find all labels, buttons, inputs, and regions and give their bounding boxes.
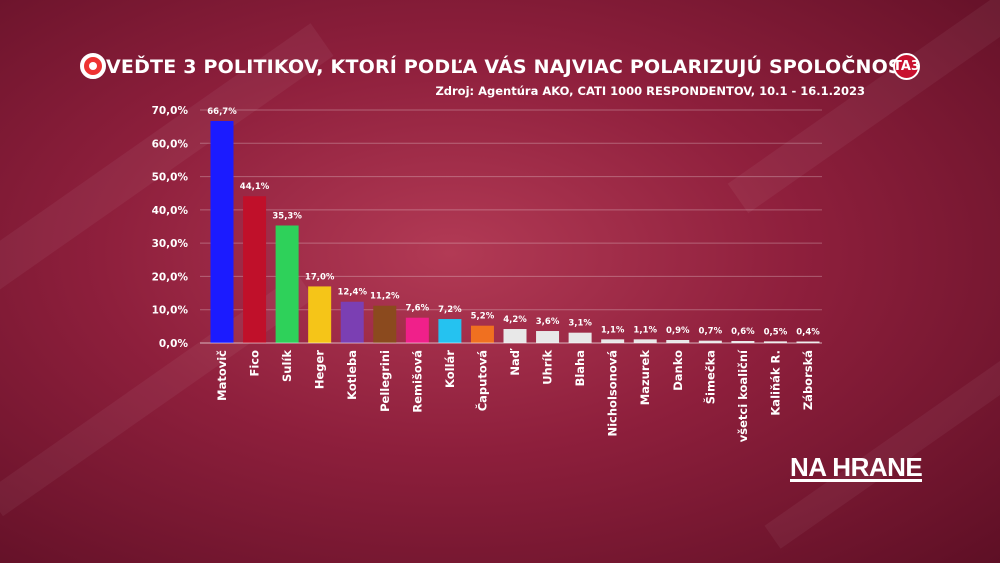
bar-13: [633, 339, 657, 343]
data-label: 4,2%: [503, 315, 527, 325]
x-tick-label: Naď: [508, 347, 522, 375]
data-label: 1,1%: [633, 325, 657, 335]
x-tick-label: Nicholsonová: [606, 350, 620, 437]
bar-14: [666, 340, 690, 343]
bar-7: [438, 319, 462, 343]
bar-15: [698, 340, 722, 343]
bar-0: [210, 120, 234, 343]
x-tick-label: Blaha: [573, 350, 587, 386]
bar-10: [536, 331, 560, 343]
y-tick-label: 20,0%: [152, 271, 189, 283]
x-tick-label: Fico: [248, 350, 262, 377]
channel-swirl-logo-icon: [80, 53, 106, 79]
x-tick-label: Šimečka: [702, 350, 717, 404]
bar-6: [405, 317, 429, 343]
bar-2: [275, 225, 299, 343]
x-tick-label: Kaliňák R.: [768, 350, 782, 416]
x-tick-label: Sulík: [280, 350, 294, 382]
data-label: 17,0%: [305, 272, 335, 282]
x-tick-label: Záborská: [801, 350, 815, 410]
data-label: 66,7%: [207, 107, 237, 117]
na-hrane-logo: NA HRANE: [790, 452, 923, 482]
x-tick-label: Čaputová: [474, 350, 489, 411]
data-label: 35,3%: [272, 212, 302, 222]
x-tick-label: Remišová: [410, 350, 424, 413]
y-tick-label: 60,0%: [152, 138, 189, 150]
y-tick-label: 30,0%: [152, 238, 189, 250]
data-label: 0,9%: [666, 326, 690, 336]
bar-11: [568, 332, 592, 343]
data-label: 3,6%: [536, 317, 560, 327]
bar-16: [731, 341, 755, 343]
data-label: 1,1%: [601, 325, 625, 335]
data-label: 7,6%: [406, 304, 430, 314]
x-tick-label: Kollár: [443, 350, 457, 388]
y-tick-label: 40,0%: [152, 205, 189, 217]
data-label: 11,2%: [370, 292, 400, 302]
x-tick-label: Uhrík: [541, 350, 555, 385]
data-label: 12,4%: [337, 288, 367, 298]
bar-12: [601, 339, 625, 343]
bar-8: [470, 325, 494, 343]
ta3-logo-icon: TA3: [893, 53, 920, 80]
data-label: 7,2%: [438, 305, 462, 315]
bar-3: [308, 286, 332, 343]
y-tick-label: 70,0%: [152, 105, 189, 117]
x-tick-label: Heger: [313, 350, 327, 389]
x-tick-label: všetci koaliční: [736, 349, 750, 442]
data-label: 5,2%: [471, 312, 495, 322]
y-tick-label: 0,0%: [159, 338, 189, 350]
data-label: 0,6%: [731, 327, 755, 337]
x-tick-label: Danko: [671, 350, 685, 391]
y-tick-label: 10,0%: [152, 305, 189, 317]
x-tick-label: Mazurek: [638, 350, 652, 406]
bar-17: [763, 341, 787, 343]
bar-5: [373, 305, 397, 343]
data-label: 3,1%: [568, 319, 592, 329]
chart-title: VEĎTE 3 POLITIKOV, KTORÍ PODĽA VÁS NAJVI…: [106, 56, 915, 78]
x-tick-label: Pellegrini: [378, 350, 392, 412]
y-tick-label: 50,0%: [152, 172, 189, 184]
data-label: 44,1%: [240, 182, 270, 192]
data-label: 0,7%: [699, 327, 723, 337]
data-label: 0,4%: [796, 328, 820, 338]
bar-18: [796, 341, 820, 343]
x-tick-label: Matovič: [215, 350, 229, 401]
bar-9: [503, 329, 527, 343]
chart-source: Zdroj: Agentúra AKO, CATI 1000 RESPONDEN…: [435, 84, 865, 98]
data-label: 0,5%: [764, 327, 788, 337]
bar-4: [340, 301, 364, 343]
bar-1: [243, 196, 267, 343]
x-tick-label: Kotleba: [345, 350, 359, 400]
